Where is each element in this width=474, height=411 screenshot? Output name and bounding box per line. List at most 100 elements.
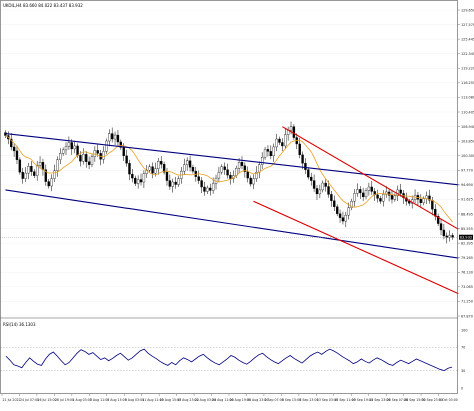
candle <box>191 164 195 174</box>
candle <box>139 173 143 186</box>
outer-channel-upper-line[interactable] <box>5 133 459 186</box>
candle <box>315 185 319 200</box>
candle <box>255 166 258 182</box>
time-tick-label: 19 Sep 19:00 <box>352 398 373 402</box>
candle-body <box>108 133 111 142</box>
candle-body <box>315 188 319 195</box>
candle <box>333 195 336 212</box>
candle <box>12 143 16 157</box>
candle <box>263 146 267 160</box>
candle <box>82 148 85 165</box>
candle <box>200 177 203 194</box>
candle <box>206 185 209 194</box>
candle-body <box>356 189 359 194</box>
inner-channel-lower-line[interactable] <box>253 200 459 295</box>
candle-body <box>439 223 443 231</box>
candle <box>301 151 304 170</box>
candle-body <box>160 161 163 165</box>
candle <box>142 170 146 189</box>
candle-body <box>307 169 310 178</box>
candle-body <box>353 193 356 202</box>
candle-body <box>275 138 278 148</box>
candle <box>67 136 71 150</box>
candle <box>209 183 212 196</box>
candle-body <box>12 146 16 152</box>
candle <box>379 195 382 204</box>
candle <box>30 161 33 176</box>
candle-body <box>327 186 330 195</box>
time-tick-label: 13 Sep 03:00 <box>317 398 338 402</box>
candle <box>174 176 177 189</box>
time-tick-label: 5 Oct 03:00 <box>439 398 458 402</box>
candle <box>252 174 255 190</box>
candle-body <box>278 138 281 143</box>
candle <box>116 129 120 147</box>
candle-body <box>364 190 368 198</box>
candle-body <box>47 181 50 187</box>
candle-body <box>431 200 434 210</box>
candle <box>428 189 431 204</box>
candle <box>211 177 215 194</box>
candle <box>50 174 53 192</box>
candle <box>171 178 174 193</box>
candle-body <box>318 189 322 195</box>
inner-channel-upper-line[interactable] <box>282 126 459 230</box>
time-tick-label: 9 Aug 03:00 <box>125 398 144 402</box>
candle-body <box>229 174 232 179</box>
candle <box>18 157 22 175</box>
candle <box>304 158 307 174</box>
candle-body <box>200 180 203 188</box>
candle-body <box>82 154 85 162</box>
current-price-box <box>459 234 473 240</box>
time-tick-label: 26 Aug 19:00 <box>230 398 252 402</box>
candle <box>419 194 423 208</box>
candle <box>160 156 163 169</box>
candle-body <box>379 198 382 202</box>
candle <box>385 185 388 198</box>
price-tick-label: 106.940 <box>461 125 474 129</box>
time-tick-label: 15 Aug 15:00 <box>160 398 182 402</box>
price-tick-label: 85.555 <box>461 227 473 231</box>
price-tick-label: 76.130 <box>461 271 473 275</box>
candle-body <box>408 201 411 204</box>
time-tick-label: 11 Aug 11:00 <box>142 398 164 402</box>
candle <box>110 127 114 143</box>
candle <box>15 145 19 165</box>
candle-body <box>243 165 247 172</box>
time-tick-label: 21 Jul 2022 <box>3 398 21 402</box>
candle-body <box>61 149 65 154</box>
outer-channel-lower-line[interactable] <box>5 189 459 259</box>
candle <box>21 167 24 184</box>
candle-body <box>312 180 316 189</box>
candle-body <box>151 166 154 174</box>
candle-body <box>281 142 284 147</box>
candle <box>59 148 62 165</box>
price-tick-label: 116.255 <box>461 81 474 85</box>
candle <box>203 181 206 196</box>
candle-body <box>422 198 425 203</box>
candle-body <box>338 213 342 218</box>
candle-body <box>18 159 22 173</box>
candle <box>350 198 353 211</box>
candle <box>128 159 131 181</box>
candle-body <box>136 179 140 184</box>
candle-body <box>367 186 371 191</box>
candle <box>370 180 373 195</box>
candle-body <box>304 163 307 170</box>
rsi-tick-label: 0 <box>461 386 463 390</box>
candle <box>284 128 287 150</box>
candle <box>275 133 278 152</box>
candle-body <box>442 229 446 237</box>
candle <box>318 184 322 199</box>
price-tick-label: 113.080 <box>461 96 474 100</box>
candle-body <box>30 166 33 172</box>
candle-body <box>235 168 238 176</box>
candle-body <box>105 140 108 152</box>
trendlines-group[interactable] <box>5 126 459 295</box>
price-tick-label: 82.395 <box>461 241 473 245</box>
time-tick-label: 24 Aug 11:00 <box>212 398 234 402</box>
candle <box>220 164 223 175</box>
candle <box>442 223 446 240</box>
